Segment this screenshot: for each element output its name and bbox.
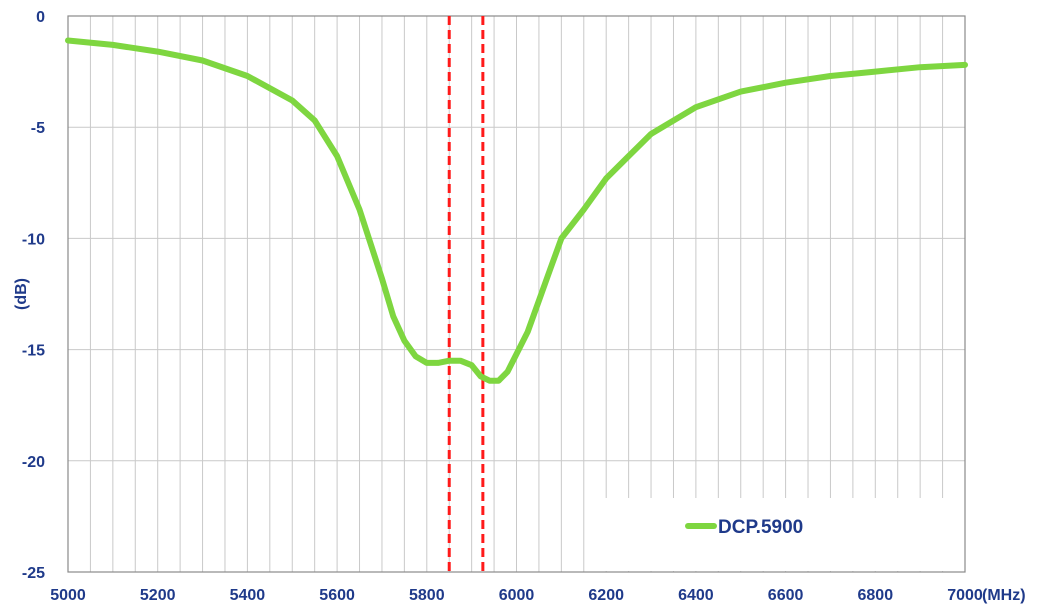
plot-area-frame xyxy=(67,15,966,573)
series-lines xyxy=(65,37,968,384)
x-tick-label: 5000 xyxy=(50,587,86,604)
y-tick-label: 0 xyxy=(36,9,45,26)
x-axis-ticks: 5000 5200 5400 5600 5800 6000 6200 6400 6600 6800… xyxy=(50,587,983,604)
y-axis-label: (dB) xyxy=(13,278,30,310)
x-tick-label: 5600 xyxy=(319,587,355,604)
x-tick-label: 6000 xyxy=(499,587,535,604)
legend: DCP.5900 xyxy=(685,517,803,538)
y-axis-ticks: 0 -5 -10 -15 -20 -25 xyxy=(22,9,45,582)
grid-lines xyxy=(68,16,965,572)
y-tick-label: -5 xyxy=(31,120,45,137)
legend-box xyxy=(605,498,964,571)
x-tick-label: 7000 xyxy=(947,587,983,604)
marker-lines xyxy=(447,16,485,572)
y-tick-label: -15 xyxy=(22,343,45,360)
x-tick-label: 5200 xyxy=(140,587,176,604)
y-tick-label: -20 xyxy=(22,454,45,471)
x-axis-label: (MHz) xyxy=(982,587,1026,604)
x-tick-label: 6200 xyxy=(588,587,624,604)
x-tick-label: 5400 xyxy=(230,587,266,604)
series-line xyxy=(65,37,968,384)
legend-label: DCP.5900 xyxy=(718,517,803,538)
x-tick-label: 5800 xyxy=(409,587,445,604)
x-tick-label: 6400 xyxy=(678,587,714,604)
y-tick-label: -10 xyxy=(22,231,45,248)
x-tick-label: 6600 xyxy=(768,587,804,604)
y-tick-label: -25 xyxy=(22,565,45,582)
x-tick-label: 6800 xyxy=(858,587,894,604)
